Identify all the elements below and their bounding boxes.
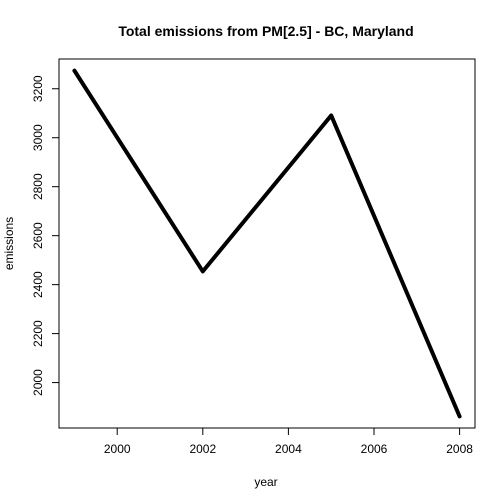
plot-frame xyxy=(58,58,476,429)
y-tick-label: 2800 xyxy=(31,173,45,200)
series-group xyxy=(72,68,462,419)
x-axis: 2000 2002 2004 2006 2008 xyxy=(104,427,473,456)
series-line xyxy=(72,68,462,419)
y-tick-label: 2600 xyxy=(31,222,45,249)
chart-title: Total emissions from PM[2.5] - BC, Maryl… xyxy=(118,23,413,39)
x-tick-label: 2008 xyxy=(446,442,473,456)
y-tick-label: 3000 xyxy=(31,124,45,151)
y-tick-label: 2400 xyxy=(31,271,45,298)
y-axis: 2000 2200 2400 2600 2800 3000 3200 xyxy=(31,75,60,396)
y-tick-label: 2000 xyxy=(31,369,45,396)
y-tick-label: 2200 xyxy=(31,320,45,347)
x-tick-label: 2004 xyxy=(275,442,302,456)
y-axis-label: emissions xyxy=(2,217,16,270)
x-axis-label: year xyxy=(254,475,277,489)
x-tick-label: 2002 xyxy=(189,442,216,456)
y-tick-label: 3200 xyxy=(31,75,45,102)
x-tick-label: 2006 xyxy=(361,442,388,456)
x-tick-label: 2000 xyxy=(104,442,131,456)
